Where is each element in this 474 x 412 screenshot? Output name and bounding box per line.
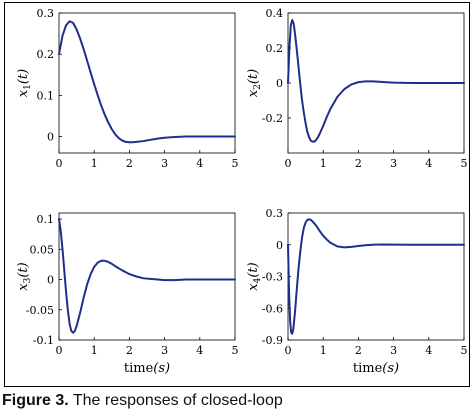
y-axis-label: x4(t) [246,262,263,290]
x-tick-label: 3 [161,344,168,357]
y-tick-label: 0.2 [37,48,55,61]
y-label-sub: 3 [23,277,33,283]
x-tick-label: 1 [320,344,327,357]
series-line [287,19,465,143]
x-label-var: time [353,361,383,376]
x-tick-label: 0 [56,344,63,357]
x-tick-label: 4 [196,157,203,170]
y-axis-label: x2(t) [246,69,263,97]
x-label-arg: (s) [382,361,399,376]
x-tick-label: 0 [56,157,63,170]
y-tick-label: -0.6 [262,302,283,315]
caption-text: The responses of closed-loop [72,392,283,409]
y-tick-label: 0 [47,274,54,287]
x-tick-label: 5 [232,157,239,170]
x-tick-label: 5 [232,344,239,357]
y-tick-label: 0.4 [266,7,284,20]
x-tick-label: 2 [126,344,133,357]
x-tick-label: 3 [390,344,397,357]
x-tick-label: 3 [390,157,397,170]
y-tick-label: 0.05 [30,243,55,256]
x-tick-label: 2 [355,157,362,170]
x-tick-label: 4 [425,344,432,357]
x-axis-label: time(s) [124,361,170,376]
x-tick-label: 5 [461,344,468,357]
plot-area [58,212,236,341]
subplot-1: 0 1 2 3 4 500.10.20.3x1(t) [16,7,239,170]
y-tick-label: 0.1 [37,213,55,226]
x-label-var: time [124,361,154,376]
y-label-var: x [246,89,261,97]
y-tick-label: 0 [47,131,54,144]
figure-caption: Figure 3. The responses of closed-loop [2,392,283,410]
subplot-4: 0 1 2 3 4 5-0.9-0.6-0.300.3x4(t)time(s) [246,207,468,376]
plot-area [287,212,465,341]
x-tick-label: 0 [285,344,292,357]
figure-frame: 0 1 2 3 4 5 0 0.1 0.2 0.3 x1(t) 0 1 2 3 4 5 -0.2 0 0.2 0.4 x2… [4,2,470,387]
y-label-sub: 2 [253,84,263,90]
series-line [58,218,236,334]
y-tick-label: -0.2 [262,112,283,125]
y-label-sub: 4 [253,277,263,283]
subplot-2: 0 1 2 3 4 5-0.200.20.4x2(t) [246,7,468,170]
y-tick-label: 0.3 [37,7,55,20]
plot-area [58,12,236,154]
x-tick-label: 5 [461,157,468,170]
y-tick-label: -0.05 [26,304,54,317]
y-tick-label: -0.3 [262,271,283,284]
y-tick-label: 0.2 [266,42,284,55]
x-tick-label: 3 [161,157,168,170]
y-tick-label: -0.9 [262,334,283,347]
series-line [58,20,236,144]
y-label-arg: (t) [16,69,31,84]
y-tick-label: 0.3 [266,207,284,220]
y-label-sub: 1 [23,84,33,90]
figure-svg: 0 1 2 3 4 500.10.20.3x1(t)0 1 2 3 4 5-0.200.20.4x2… [16,7,468,376]
x-tick-label: 1 [91,157,98,170]
y-label-var: x [16,89,31,97]
x-tick-label: 4 [196,344,203,357]
x-tick-label: 1 [320,157,327,170]
x-label-arg: (s) [153,361,170,376]
y-label-var: x [16,283,31,291]
x-tick-label: 0 [285,157,292,170]
y-axis-label: x1(t) [16,69,33,97]
y-label-arg: (t) [246,69,261,84]
caption-label: Figure 3. [2,392,69,409]
x-tick-label: 1 [91,344,98,357]
y-tick-label: 0.1 [37,89,55,102]
x-tick-label: 4 [425,157,432,170]
y-label-arg: (t) [246,262,261,277]
y-tick-label: 0 [276,239,283,252]
y-tick-label: 0 [276,77,283,90]
x-tick-label: 2 [126,157,133,170]
y-axis-label: x3(t) [16,262,33,290]
y-label-var: x [246,283,261,291]
y-tick-label: -0.1 [33,334,54,347]
x-tick-label: 2 [355,344,362,357]
series-line [287,218,465,335]
x-axis-label: time(s) [353,361,399,376]
y-label-arg: (t) [16,262,31,277]
